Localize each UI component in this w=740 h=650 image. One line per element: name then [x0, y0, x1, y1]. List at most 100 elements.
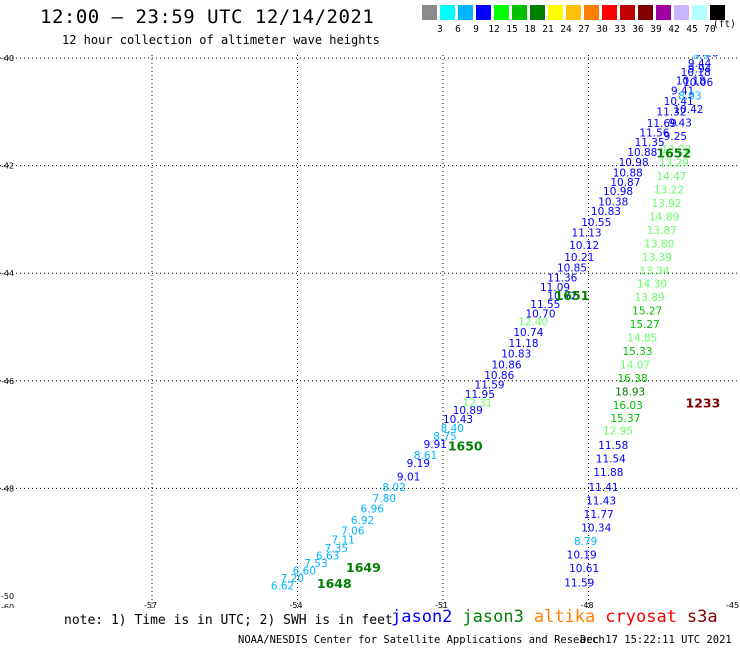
wave-height-value: 10.83	[591, 206, 621, 218]
wave-height-value: 13.92	[652, 198, 682, 210]
wave-height-value: 15.27	[630, 319, 660, 331]
scale-label: 15	[506, 24, 518, 35]
scale-swatch	[584, 5, 599, 20]
wave-height-value: 15.27	[632, 306, 662, 318]
wave-height-value: 9.41	[671, 86, 694, 98]
wave-height-value: 14.07	[620, 359, 650, 371]
scale-label: 18	[524, 24, 536, 35]
wave-height-value: 8.9	[693, 55, 710, 62]
wave-height-value: 14.89	[649, 211, 679, 223]
wave-height-value: 10.70	[525, 308, 555, 320]
wave-height-value: 9.43	[669, 117, 692, 129]
wave-height-value: 11.41	[589, 482, 619, 494]
wave-height-value: 15.37	[610, 413, 640, 425]
wave-height-value: 10.83	[501, 349, 531, 361]
wave-height-value: 10.55	[581, 217, 611, 229]
wave-height-value: 11.32	[656, 107, 686, 119]
scale-swatch	[638, 5, 653, 20]
wave-height-value: 9.44	[688, 58, 712, 70]
scale-swatch	[512, 5, 527, 20]
wave-height-value: 10.86	[492, 359, 522, 371]
longitude-label: -51	[435, 601, 448, 608]
wave-height-value: 11.54	[596, 454, 626, 466]
scale-swatch	[494, 5, 509, 20]
scale-label: 9	[473, 24, 479, 35]
wave-height-value: 10.34	[581, 522, 611, 534]
scale-label: 12	[488, 24, 500, 35]
pass-labels: 16481649165016511652123312	[317, 146, 720, 591]
wave-height-value: 10.86	[484, 370, 514, 382]
wave-height-value: 10.85	[557, 263, 587, 275]
wave-height-value: 13.29	[659, 158, 689, 170]
scale-label: 45	[686, 24, 698, 35]
wave-height-value: 13.80	[644, 238, 674, 250]
wave-height-value: 10.18	[676, 75, 706, 87]
wave-height-value: 10.38	[598, 196, 628, 208]
scale-label: 24	[560, 24, 572, 35]
wave-height-value: 7.11	[331, 534, 354, 546]
wave-height-value: 7.20	[281, 573, 304, 585]
wave-height-value: 6.60	[293, 565, 316, 577]
wave-height-value: 11.09	[540, 282, 570, 294]
wave-height-value: 10.12	[569, 240, 599, 252]
wave-height-value: 7.53	[304, 558, 327, 570]
scale-label: 70	[704, 24, 716, 35]
satellite-cryosat: cryosat	[605, 607, 677, 627]
wave-height-value: 6.62	[271, 581, 294, 593]
scale-swatch	[476, 5, 491, 20]
wave-height-value: 11.43	[586, 496, 616, 508]
wave-height-value: 13.39	[642, 252, 672, 264]
wave-height-value: 11.55	[530, 299, 560, 311]
wave-height-value: 14.30	[637, 279, 667, 291]
satellite-jason2: jason2	[391, 607, 453, 627]
wave-height-value: 10.87	[610, 177, 640, 189]
wave-height-value: 13.22	[654, 185, 684, 197]
satellite-s3a: s3a	[686, 607, 718, 627]
wave-height-value: 10.61	[569, 563, 599, 575]
wave-height-value: 11.56	[639, 128, 669, 140]
wave-height-value: 11.59	[475, 379, 505, 391]
latitude-label: -60	[1, 603, 14, 608]
altimeter-observations: 6.627.206.607.536.637.357.117.066.926.96…	[271, 55, 719, 593]
scale-label: 6	[455, 24, 461, 35]
wave-height-value: 8.61	[414, 450, 437, 462]
wave-height-value: 7.35	[325, 543, 348, 555]
wave-height-value: 14.85	[627, 333, 657, 345]
wave-height-value: 11.58	[598, 440, 628, 452]
scale-label: 27	[578, 24, 590, 35]
wave-height-value: 10.41	[664, 96, 694, 108]
scale-swatch	[530, 5, 545, 20]
wave-height-value: 11.59	[564, 577, 594, 589]
chart-title: 12:00 — 23:59 UTC 12/14/2021	[40, 6, 375, 28]
wave-height-value: 14.47	[656, 171, 686, 183]
wave-height-value: 10.98	[619, 157, 649, 169]
latitude-label: -44	[1, 269, 14, 278]
wave-height-value: 10.06	[683, 77, 713, 89]
pass-number-label: 1650	[448, 439, 483, 454]
wave-height-value: 8.79	[574, 536, 597, 548]
wave-height-value: 16.03	[613, 400, 643, 412]
scale-swatch	[602, 5, 617, 20]
wave-height-value: 16.38	[618, 373, 648, 385]
credit-text: NOAA/NESDIS Center for Satellite Applica…	[238, 634, 605, 646]
wave-height-value: 6.63	[316, 550, 339, 562]
scale-unit: (ft)	[713, 19, 736, 30]
wave-height-value: 8.40	[441, 423, 464, 435]
satellite-altika: altika	[533, 607, 596, 627]
wave-height-value: 15.33	[622, 346, 652, 358]
wave-height-value: 9.01	[397, 471, 420, 483]
wave-height-value: 11.77	[584, 509, 614, 521]
generated-timestamp: Dec 17 15:22:11 UTC 2021	[580, 634, 732, 646]
satellite-legend: jason2 jason3 altika cryosat s3a	[391, 607, 728, 627]
longitude-label: -54	[290, 601, 303, 608]
wave-height-value: 9.94	[688, 64, 712, 76]
wave-height-value: 8.02	[382, 482, 405, 494]
wave-height-value: 10.72	[547, 291, 577, 303]
scale-swatch	[710, 5, 725, 20]
pass-number-label: 1651	[555, 288, 590, 303]
map-axis-labels: -40 -42 -44 -46 -48 -50 -60 -57 -54 -51 -48 -45	[1, 55, 739, 608]
scale-swatch	[620, 5, 635, 20]
footer-note: note: 1) Time is in UTC; 2) SWH is in fe…	[64, 613, 393, 628]
wave-height-map: -40 -42 -44 -46 -48 -50 -60 -57 -54 -51 -48 -45 6.6…	[0, 55, 740, 608]
wave-height-value: 12.40	[518, 316, 548, 328]
